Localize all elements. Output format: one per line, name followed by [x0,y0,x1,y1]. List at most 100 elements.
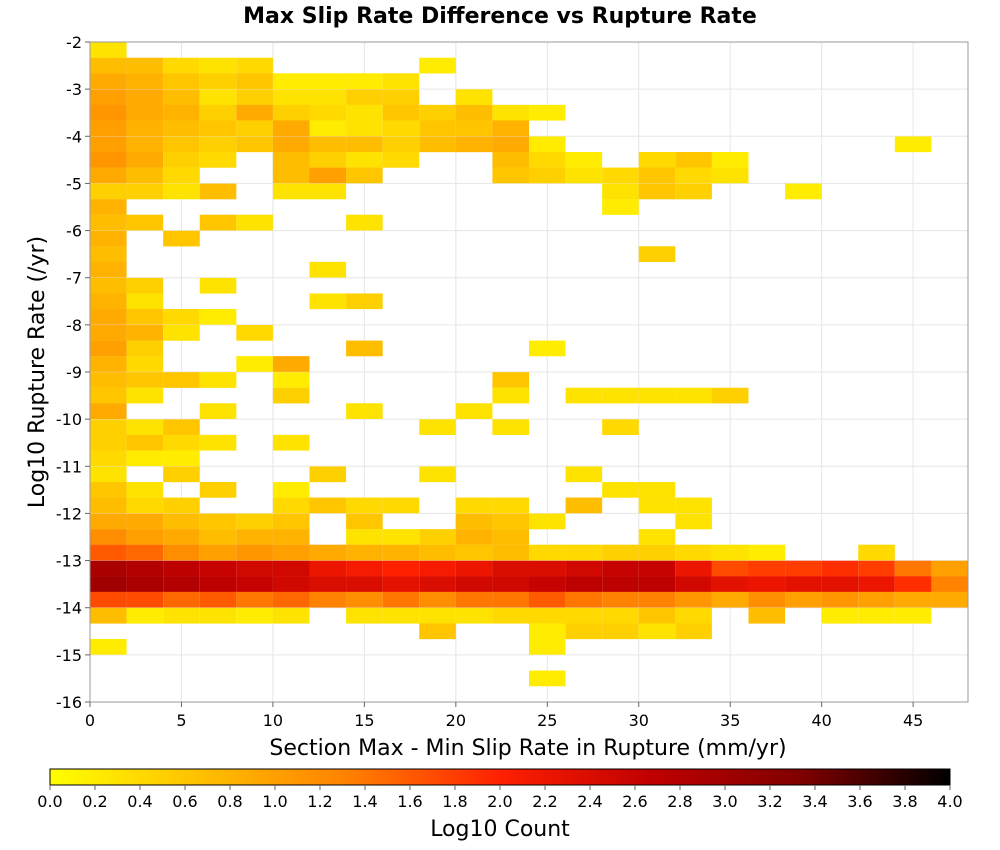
heatmap-cell [90,497,127,514]
heatmap-cell [272,120,310,137]
heatmap-cell [419,120,456,137]
heatmap-cell [90,136,127,153]
heatmap-cell [126,120,164,137]
heatmap-cell [199,104,237,121]
heatmap-cell [199,529,237,545]
heatmap-cell [90,308,127,325]
heatmap-cell [382,529,420,545]
heatmap-cell [419,104,456,121]
heatmap-cell [272,576,310,592]
x-axis-ticks: 0 5 10 15 20 25 30 35 40 45 [85,702,923,730]
heatmap-cell [382,73,420,89]
y-tick-label: -11 [56,457,82,476]
heatmap-cell [163,120,200,137]
heatmap-cell [309,136,347,153]
colorbar-ticks: 0.0 0.2 0.4 0.6 0.8 1.0 1.2 1.4 1.6 1.8 2.0 2.2 2.4 2… [37,785,963,811]
heatmap-cell [346,214,383,231]
heatmap-cell [126,544,164,561]
heatmap-cell [126,576,164,592]
heatmap-cell [529,560,566,577]
heatmap-cell [90,277,127,294]
colorbar-tick-label: 3.0 [712,792,737,811]
heatmap-cell [748,560,786,577]
heatmap-cell [163,560,200,577]
heatmap-cell [675,623,712,640]
heatmap-cell [675,183,712,200]
heatmap-cell [565,591,603,608]
heatmap-cell [455,497,493,514]
heatmap-cell [675,152,712,168]
heatmap-cell [419,419,456,436]
heatmap-cell [346,497,383,514]
heatmap-cell [199,277,237,294]
heatmap-cell [309,293,347,310]
heatmap-cell [272,591,310,608]
heatmap-cell [675,387,712,404]
y-tick-label: -14 [56,599,82,618]
colorbar-tick-label: 2.2 [532,792,557,811]
heatmap-cell [309,89,347,106]
colorbar-tick-label: 2.6 [622,792,647,811]
heatmap-cell [309,591,347,608]
heatmap-cell [382,497,420,514]
heatmap-cell [419,466,456,483]
heatmap-cell [90,513,127,530]
plot-area [89,41,969,703]
heatmap-cell [346,104,383,121]
heatmap-cell [199,576,237,592]
chart-title: Max Slip Rate Difference vs Rupture Rate [243,4,757,29]
heatmap-cell [236,57,273,74]
heatmap-cell [675,560,712,577]
heatmap-cell [90,120,127,137]
heatmap-cell [346,403,383,419]
heatmap-cell [90,183,127,200]
heatmap-cell [163,544,200,561]
heatmap-cell [163,466,200,483]
colorbar-tick-label: 3.6 [847,792,872,811]
heatmap-cell [126,356,164,372]
heatmap-cell [236,576,273,592]
heatmap-cell [565,607,603,624]
heatmap-cell [529,607,566,624]
heatmap-cell [346,607,383,624]
heatmap-cell [346,136,383,153]
heatmap-cell [126,434,164,451]
heatmap-cell [455,120,493,137]
heatmap-cell [163,136,200,153]
heatmap-cell [565,152,603,168]
heatmap-cell [199,482,237,498]
heatmap-cell [236,104,273,121]
heatmap-cell [821,576,859,592]
heatmap-cell [675,497,712,514]
heatmap-cell [126,387,164,404]
heatmap-cell [126,560,164,577]
heatmap-cell [346,340,383,357]
heatmap-cell [90,466,127,483]
heatmap-cell [163,104,200,121]
heatmap-cell [638,544,676,561]
heatmap-cell [455,591,493,608]
heatmap-cell [382,120,420,137]
x-tick-label: 5 [176,711,186,730]
heatmap-cell [126,136,164,153]
heatmap-cell [492,513,529,530]
heatmap-cell [529,591,566,608]
heatmap-cell [382,591,420,608]
heatmap-cell [492,591,529,608]
heatmap-cell [236,607,273,624]
heatmap-cell [419,560,456,577]
heatmap-cell [931,576,968,592]
heatmap-cell [638,246,676,262]
heatmap-cell [163,308,200,325]
y-tick-label: -6 [66,222,82,241]
heatmap-cell [529,152,566,168]
heatmap-cell [199,607,237,624]
colorbar-tick-label: 1.6 [397,792,422,811]
heatmap-cell [638,497,676,514]
heatmap-cell [236,136,273,153]
colorbar-tick-label: 1.2 [307,792,332,811]
heatmap-cell [90,167,127,184]
heatmap-cell [455,544,493,561]
heatmap-cell [309,73,347,89]
